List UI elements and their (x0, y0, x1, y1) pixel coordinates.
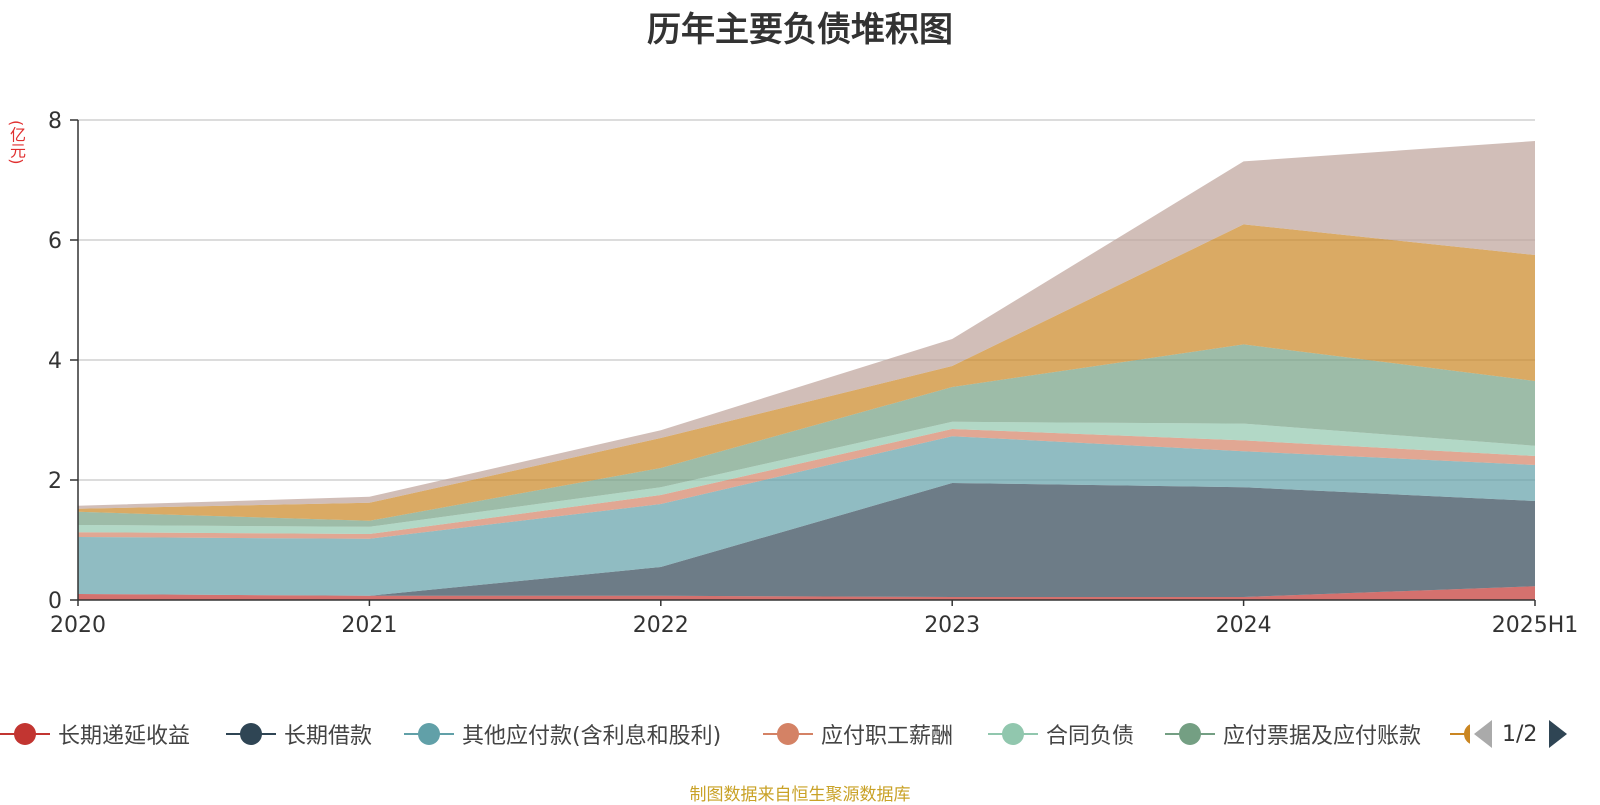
legend-item[interactable] (1450, 712, 1470, 756)
legend-marker-icon (404, 719, 454, 749)
legend-label: 长期递延收益 (58, 724, 191, 749)
stacked-area-chart: 0 2 4 6 8 2020 2021 2022 2023 2024 2025H1 (48, 109, 1578, 638)
legend-marker-icon (1450, 719, 1470, 749)
area-series-7 (78, 141, 1535, 509)
y-tick-label: 8 (48, 109, 62, 134)
legend-label: 合同负债 (1046, 724, 1135, 749)
area-series-1 (78, 483, 1535, 597)
legend-marker-icon (988, 719, 1038, 749)
legend-label: 其他应付款(含利息和股利) (462, 724, 722, 749)
y-tick-label: 2 (48, 469, 62, 494)
y-tick-label: 4 (48, 349, 62, 374)
x-tick-label: 2024 (1216, 613, 1272, 638)
area-series-0 (78, 586, 1535, 600)
legend: 长期递延收益 长期借款 其他应付款(含利息和股利) 应付职工薪酬 合同负债 应付票据及应付… (0, 712, 1600, 756)
x-tick-label: 2022 (633, 613, 689, 638)
legend-item[interactable]: 合同负债 (988, 712, 1134, 756)
x-tick-label: 2020 (50, 613, 106, 638)
axis-layer: 0 2 4 6 8 2020 2021 2022 2023 2024 2025H1 (48, 109, 1578, 638)
y-axis-unit: (亿元) (7, 120, 26, 165)
legend-item[interactable]: 长期借款 (226, 712, 372, 756)
legend-item[interactable]: 其他应付款(含利息和股利) (404, 712, 721, 756)
area-series-6 (78, 224, 1535, 521)
data-source: 制图数据来自恒生聚源数据库 (689, 785, 911, 805)
pager-text: 1/2 (1502, 721, 1538, 747)
legend-item[interactable]: 应付票据及应付账款 (1165, 712, 1421, 756)
legend-marker-icon (0, 719, 50, 749)
next-page-icon[interactable] (1549, 720, 1568, 748)
legend-item[interactable]: 长期递延收益 (0, 712, 190, 756)
legend-marker-icon (226, 719, 276, 749)
area-layer (78, 141, 1535, 600)
prev-page-icon[interactable] (1474, 720, 1492, 748)
area-series-2 (78, 436, 1535, 596)
x-tick-label: 2025H1 (1492, 613, 1579, 638)
legend-pager: 1/2 (1474, 712, 1568, 756)
legend-label: 应付职工薪酬 (821, 724, 954, 749)
legend-label: 长期借款 (284, 724, 373, 749)
legend-item[interactable]: 应付职工薪酬 (763, 712, 953, 756)
x-tick-label: 2021 (341, 613, 397, 638)
chart-title: 历年主要负债堆积图 (647, 10, 953, 50)
area-series-5 (78, 344, 1535, 527)
x-tick-label: 2023 (924, 613, 980, 638)
legend-label: 应付票据及应付账款 (1223, 724, 1422, 749)
legend-marker-icon (1165, 719, 1215, 749)
y-tick-label: 6 (48, 229, 62, 254)
legend-marker-icon (763, 719, 813, 749)
y-tick-label: 0 (48, 589, 62, 614)
